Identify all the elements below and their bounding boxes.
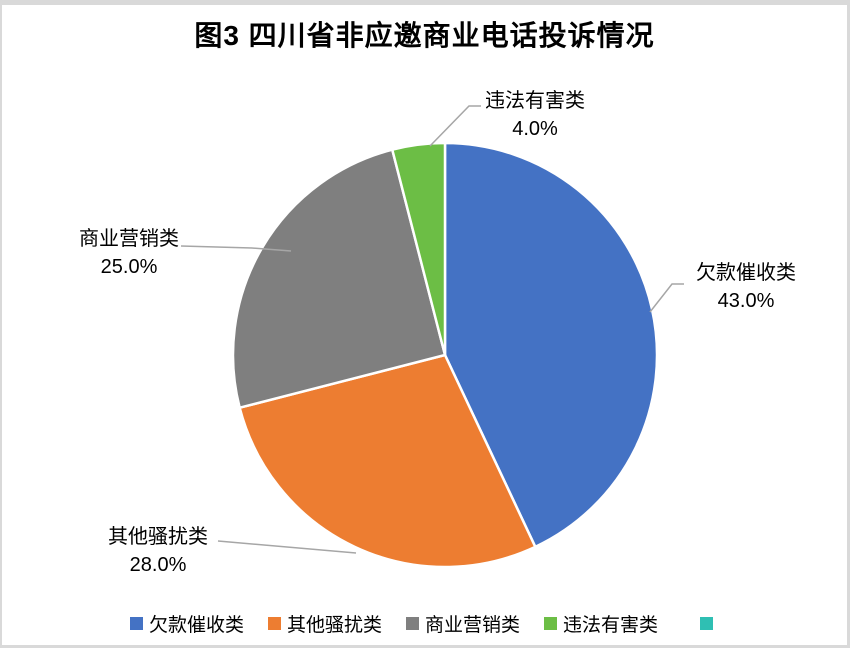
legend-label: 违法有害类	[563, 615, 659, 636]
data-label-pct: 25.0%	[100, 256, 158, 278]
chart-title: 图3 四川省非应邀商业电话投诉情况	[194, 20, 655, 51]
leader-line-commercial-marketing	[180, 245, 292, 252]
data-label-illegal-harmful: 违法有害类 4.0%	[450, 87, 620, 143]
data-label-name: 欠款催收类	[696, 262, 796, 284]
leader-line-other-harassment	[217, 540, 357, 554]
legend-item-illegal-harmful[interactable]: 违法有害类	[544, 610, 658, 637]
legend-swatch-orange	[267, 617, 281, 630]
legend-label: 商业营销类	[425, 615, 521, 636]
legend-label: 欠款催收类	[148, 615, 244, 636]
data-label-pct: 43.0%	[717, 290, 775, 312]
leader-line-illegal-harmful	[429, 105, 481, 147]
leader-line-debt-collection	[649, 283, 684, 313]
data-label-other-harassment: 其他骚扰类 28.0%	[73, 523, 243, 579]
data-label-name: 其他骚扰类	[108, 526, 208, 548]
data-label-pct: 28.0%	[129, 554, 187, 576]
chart-legend: 欠款催收类 其他骚扰类 商业营销类 违法有害类	[2, 610, 847, 637]
legend-swatch-blue	[129, 617, 143, 630]
legend-label: 其他骚扰类	[286, 615, 382, 636]
legend-item-commercial-marketing[interactable]: 商业营销类	[406, 610, 520, 637]
legend-item-debt-collection[interactable]: 欠款催收类	[129, 610, 244, 637]
legend-item-other-harassment[interactable]: 其他骚扰类	[267, 610, 382, 637]
data-label-commercial-marketing: 商业营销类 25.0%	[44, 225, 214, 281]
legend-swatch-green	[544, 617, 558, 630]
legend-swatch-gray	[406, 617, 419, 630]
data-label-name: 违法有害类	[485, 90, 585, 112]
pie-slices	[231, 141, 659, 569]
data-label-debt-collection: 欠款催收类 43.0%	[661, 259, 831, 315]
data-label-name: 商业营销类	[79, 228, 179, 250]
pie-slice-3[interactable]	[231, 148, 447, 409]
pie-slice-4[interactable]	[391, 141, 447, 357]
pie-chart-canvas	[180, 105, 684, 569]
data-label-pct: 4.0%	[512, 118, 558, 140]
legend-item-empty[interactable]	[700, 617, 719, 630]
legend-swatch-teal	[700, 617, 714, 630]
pie-slice-2[interactable]	[238, 353, 537, 569]
chart-frame: 图3 四川省非应邀商业电话投诉情况 欠款催收类 43.0% 其他骚扰类 28.0…	[2, 5, 847, 645]
